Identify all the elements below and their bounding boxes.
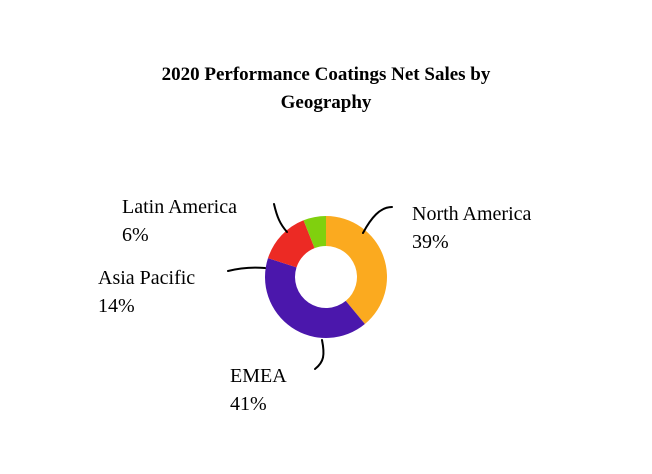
slice-north-america [326,216,387,325]
label-name-latin-america: Latin America [122,196,237,218]
slice-emea [265,258,365,338]
label-value-latin-america: 6% [122,224,149,246]
slice-asia-pacific [267,220,315,268]
donut-slices [265,215,387,338]
leader-line-emea [314,339,325,370]
label-value-emea: 41% [230,393,267,415]
leader-line-asia-pacific [227,266,266,272]
chart-title-line-1: 2020 Performance Coatings Net Sales by [162,64,491,85]
label-name-north-america: North America [412,203,532,225]
label-name-asia-pacific: Asia Pacific [98,267,195,289]
leader-line-north-america [362,206,393,234]
label-value-north-america: 39% [412,231,449,253]
label-name-emea: EMEA [230,365,287,387]
label-value-asia-pacific: 14% [98,295,135,317]
slice-latin-america [303,215,326,249]
leader-lines [227,203,393,370]
slice-labels: North America 39% EMEA 41% Asia Pacific 14% La… [98,196,532,415]
chart-title-line-2: Geography [281,92,372,113]
leader-line-latin-america [273,203,288,233]
